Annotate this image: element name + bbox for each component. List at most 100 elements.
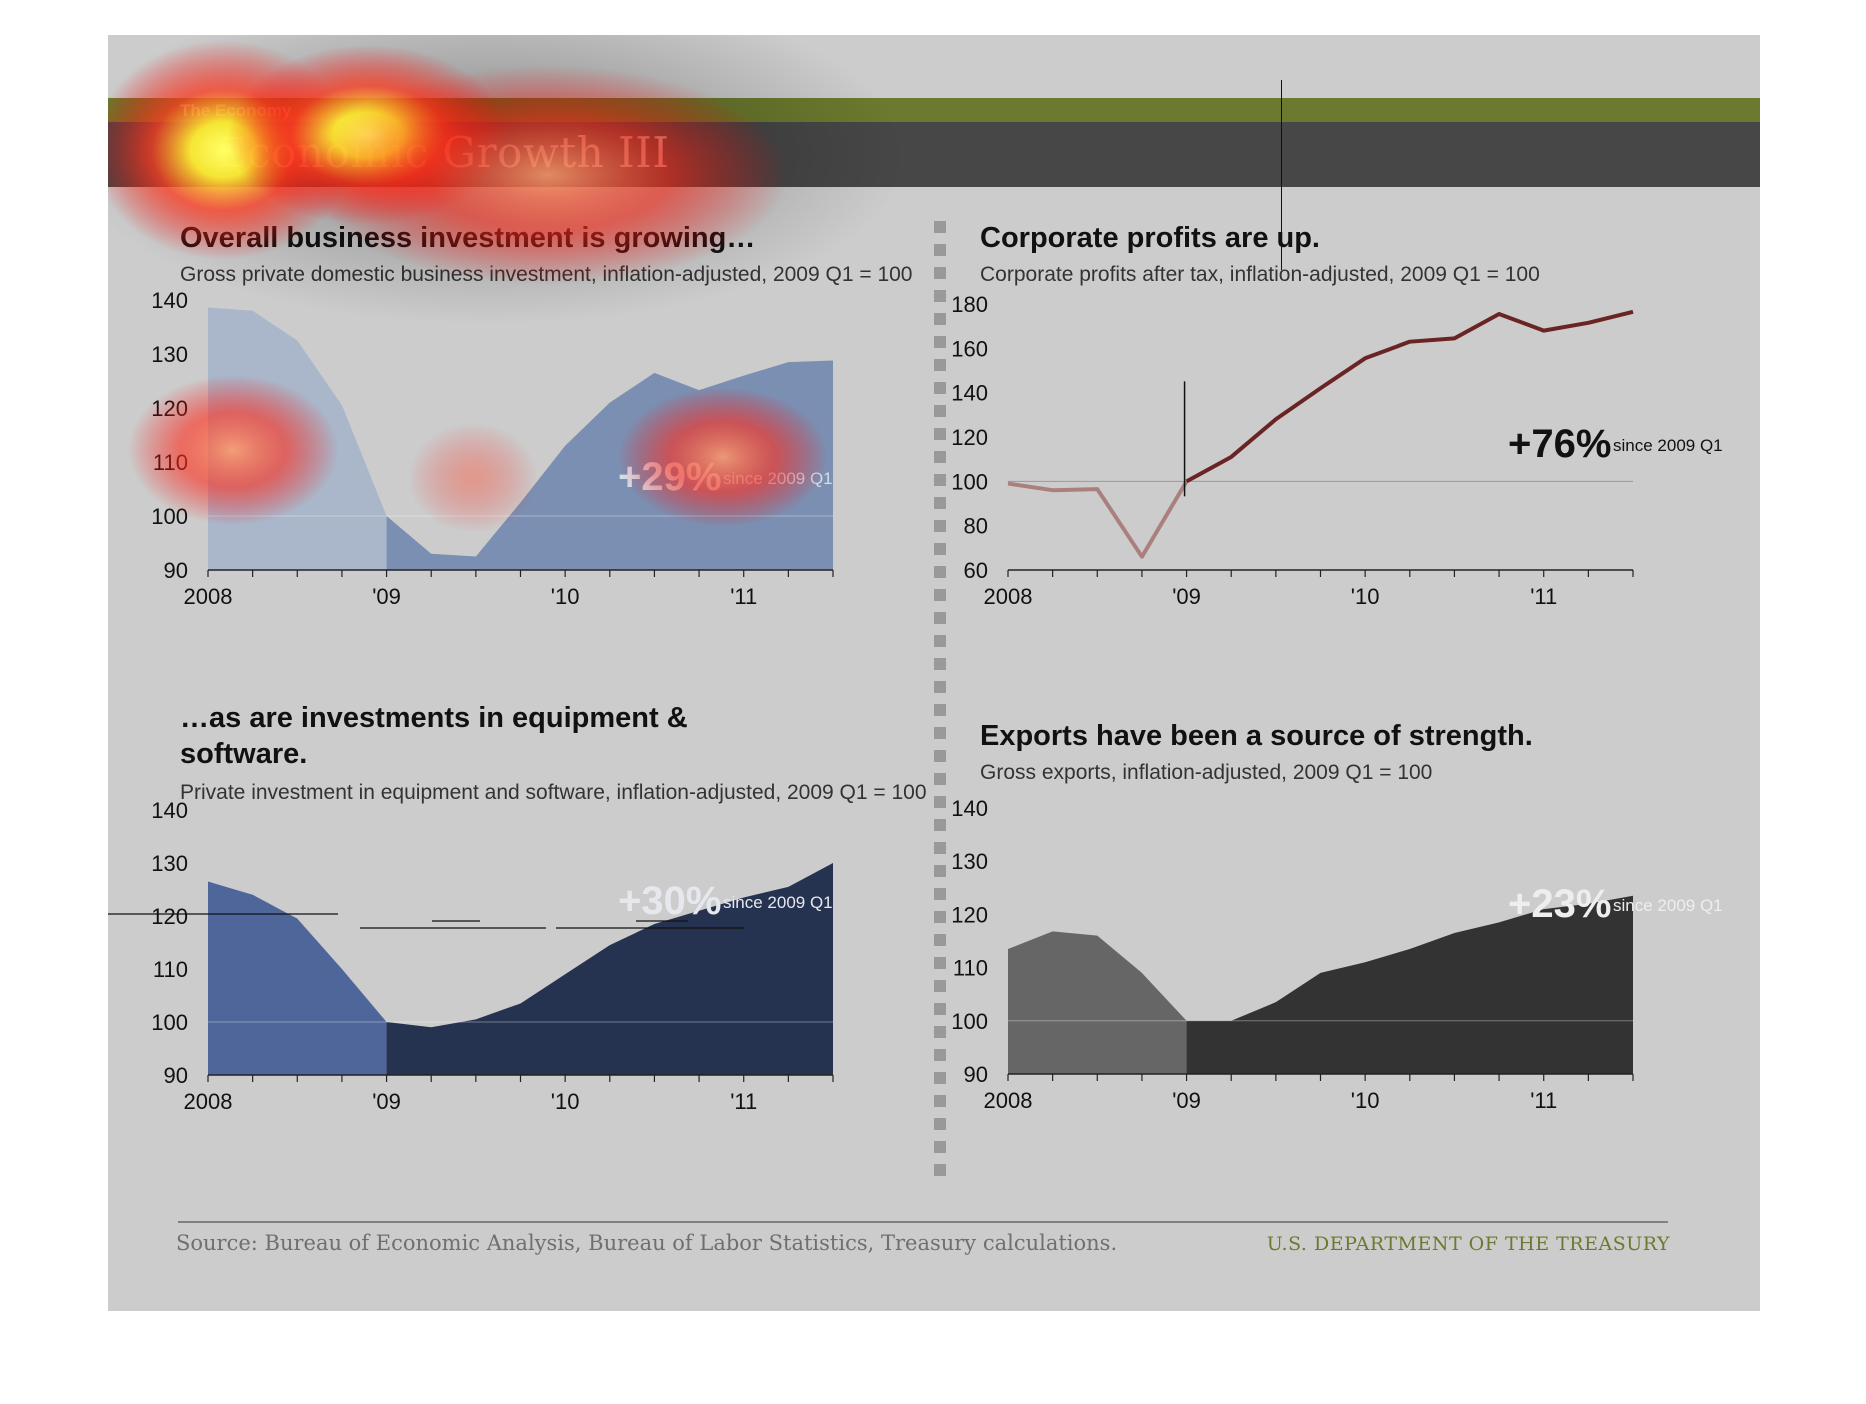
- divider-dash: [934, 474, 946, 486]
- divider-dash: [934, 957, 946, 969]
- divider-dash: [934, 543, 946, 555]
- x-tick-label: '11: [730, 584, 757, 609]
- divider-dash: [934, 428, 946, 440]
- y-tick-label: 60: [964, 558, 988, 583]
- y-tick-label: 130: [951, 849, 988, 874]
- y-tick-label: 140: [151, 798, 188, 823]
- y-tick-label: 140: [951, 381, 988, 406]
- x-tick-label: '11: [730, 1089, 757, 1114]
- divider-dash: [934, 911, 946, 923]
- x-tick-label: '10: [551, 584, 580, 609]
- panel-2-subtitle: Corporate profits after tax, inflation-a…: [980, 263, 1540, 286]
- growth-annotation: +23%: [1508, 882, 1611, 926]
- x-tick-label: '11: [1530, 584, 1557, 609]
- divider-dash: [934, 750, 946, 762]
- panel-3-title: …as are investments in equipment & softw…: [180, 702, 688, 770]
- x-tick-label: '09: [1172, 1088, 1201, 1113]
- divider-dash: [934, 451, 946, 463]
- divider-dash: [934, 313, 946, 325]
- y-tick-label: 120: [951, 425, 988, 450]
- panel-3-subtitle: Private investment in equipment and soft…: [180, 781, 927, 804]
- growth-annotation: +76%: [1508, 422, 1611, 466]
- panel-4-title: Exports have been a source of strength.: [980, 720, 1533, 752]
- divider-dash: [934, 267, 946, 279]
- source-note: Source: Bureau of Economic Analysis, Bur…: [176, 1231, 1118, 1255]
- x-tick-label: '09: [372, 584, 401, 609]
- growth-annotation-note: since 2009 Q1: [723, 469, 833, 488]
- y-tick-label: 100: [151, 504, 188, 529]
- area-since-2009: [1186, 895, 1633, 1074]
- divider-dash: [934, 382, 946, 394]
- divider-dash: [934, 704, 946, 716]
- divider-dash: [934, 1049, 946, 1061]
- divider-dash: [934, 1072, 946, 1084]
- divider-dash: [934, 980, 946, 992]
- divider-dash: [934, 1095, 946, 1107]
- y-tick-label: 140: [151, 288, 188, 313]
- y-tick-label: 120: [151, 904, 188, 929]
- divider-dash: [934, 612, 946, 624]
- y-tick-label: 100: [951, 469, 988, 494]
- y-tick-label: 100: [951, 1009, 988, 1034]
- panel-divider: [934, 221, 946, 1176]
- divider-dash: [934, 405, 946, 417]
- panel-1-subtitle: Gross private domestic business investme…: [180, 263, 913, 286]
- x-tick-label: '09: [372, 1089, 401, 1114]
- divider-dash: [934, 589, 946, 601]
- divider-dash: [934, 1141, 946, 1153]
- divider-dash: [934, 1003, 946, 1015]
- growth-annotation: +29%: [618, 455, 721, 499]
- equipment-software-chart: 2008 '09 '10 '11 90 100 110 120 130 140 +30% since …: [108, 798, 834, 1114]
- divider-dash: [934, 290, 946, 302]
- x-tick-label: 2008: [184, 584, 233, 609]
- y-tick-label: 130: [151, 342, 188, 367]
- agency-wordmark: U.S. DEPARTMENT OF THE TREASURY: [1266, 1233, 1670, 1255]
- divider-dash: [934, 796, 946, 808]
- x-tick-label: 2008: [984, 584, 1033, 609]
- x-tick-label: '10: [1351, 584, 1380, 609]
- footer-rule: [178, 1221, 1668, 1223]
- panel-2-title: Corporate profits are up.: [980, 222, 1320, 254]
- area-before-2009: [208, 307, 387, 570]
- area-before-2009: [208, 881, 387, 1075]
- divider-dash: [934, 566, 946, 578]
- business-investment-chart: 2008 '09 '10 '11 90 100 110 120 130 140 +29% since …: [151, 288, 834, 609]
- area-before-2009: [1008, 931, 1187, 1074]
- divider-dash: [934, 888, 946, 900]
- x-tick-label: '11: [1530, 1088, 1557, 1113]
- divider-dash: [934, 336, 946, 348]
- y-tick-label: 90: [164, 1063, 188, 1088]
- divider-dash: [934, 727, 946, 739]
- divider-dash: [934, 773, 946, 785]
- growth-annotation-note: since 2009 Q1: [1613, 436, 1723, 455]
- panel-4-subtitle: Gross exports, inflation-adjusted, 2009 …: [980, 761, 1433, 784]
- divider-dash: [934, 635, 946, 647]
- divider-dash: [934, 221, 946, 233]
- divider-dash: [934, 359, 946, 371]
- area-since-2009: [386, 863, 833, 1075]
- y-tick-label: 160: [951, 336, 988, 361]
- divider-dash: [934, 1026, 946, 1038]
- x-tick-label: '09: [1172, 584, 1201, 609]
- divider-dash: [934, 1164, 946, 1176]
- y-tick-label: 120: [151, 396, 188, 421]
- x-tick-label: '10: [1351, 1088, 1380, 1113]
- y-tick-label: 110: [153, 957, 188, 982]
- x-tick-label: '10: [551, 1089, 580, 1114]
- cursor-line: [1281, 80, 1282, 270]
- panel-1-title: Overall business investment is growing…: [180, 222, 756, 254]
- y-tick-label: 80: [964, 514, 988, 539]
- y-tick-label: 100: [151, 1010, 188, 1035]
- exports-chart: 2008 '09 '10 '11 90 100 110 120 130 140 +23% since …: [951, 796, 1722, 1113]
- growth-annotation-note: since 2009 Q1: [723, 893, 833, 912]
- divider-dash: [934, 244, 946, 256]
- growth-annotation: +30%: [618, 879, 721, 923]
- x-tick-label: 2008: [184, 1089, 233, 1114]
- y-tick-label: 180: [951, 292, 988, 317]
- y-tick-label: 140: [951, 796, 988, 821]
- y-tick-label: 110: [953, 956, 988, 981]
- area-since-2009: [386, 360, 833, 570]
- growth-annotation-note: since 2009 Q1: [1613, 896, 1723, 915]
- divider-dash: [934, 934, 946, 946]
- divider-dash: [934, 497, 946, 509]
